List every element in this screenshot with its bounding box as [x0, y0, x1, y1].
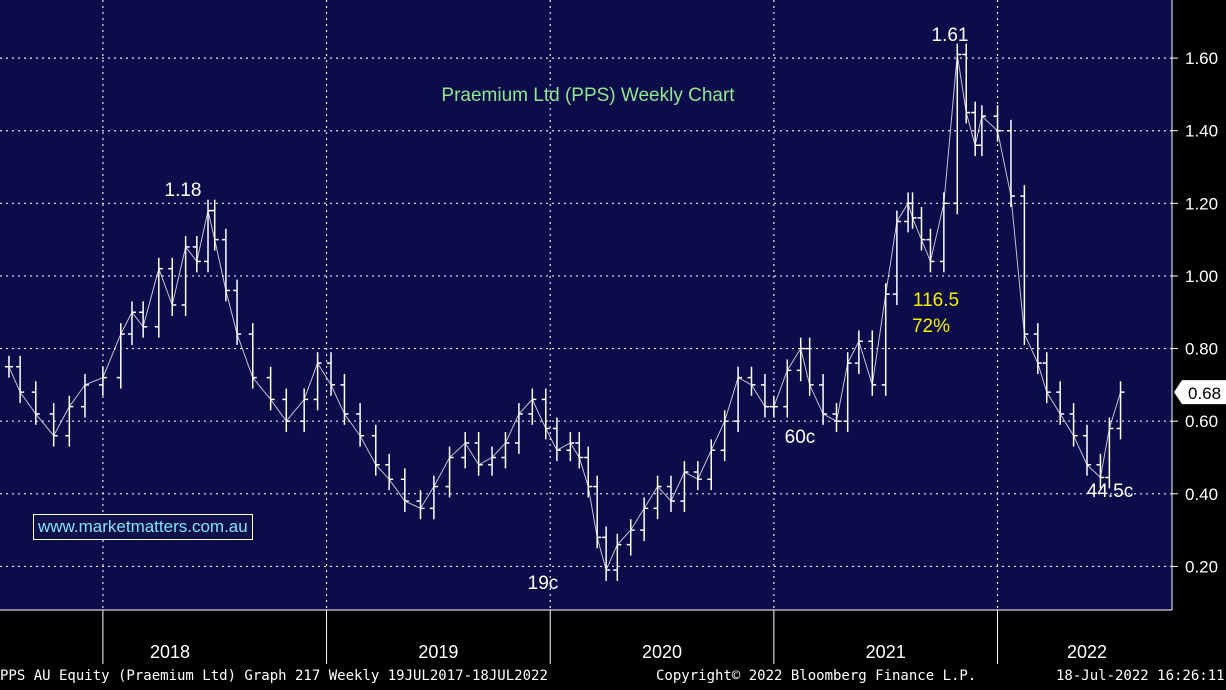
annotation-label: 1.18 — [165, 180, 202, 201]
y-tick-label: 1.40 — [1185, 122, 1218, 141]
y-tick-label: 1.20 — [1185, 194, 1218, 213]
x-tick-label: 2018 — [150, 642, 190, 662]
plot-background — [0, 0, 1172, 610]
x-axis-panel — [0, 610, 1226, 664]
x-tick-label: 2021 — [866, 642, 906, 662]
x-tick-label: 2020 — [642, 642, 682, 662]
y-tick-label: 1.00 — [1185, 267, 1218, 286]
y-tick-label: 0.40 — [1185, 485, 1218, 504]
x-tick-label: 2019 — [418, 642, 458, 662]
watermark-url[interactable]: www.marketmatters.com.au — [33, 514, 253, 540]
price-series — [4, 43, 1125, 581]
y-tick-label: 0.60 — [1185, 412, 1218, 431]
price-line — [8, 54, 1122, 572]
current-price-label: 0.68 — [1188, 384, 1221, 403]
footer-copyright: Copyright© 2022 Bloomberg Finance L.P. — [656, 668, 977, 684]
chart-title: Praemium Ltd (PPS) Weekly Chart — [441, 85, 735, 106]
y-tick-label: 0.20 — [1185, 557, 1218, 576]
annotation-label: 44.5c — [1087, 481, 1133, 502]
current-price-tag — [1174, 380, 1226, 405]
annotation-label: 60c — [785, 427, 816, 448]
footer-timestamp: 18-Jul-2022 16:26:11 — [1056, 668, 1225, 684]
y-tick-label: 1.60 — [1185, 49, 1218, 68]
footer-security: PPS AU Equity (Praemium Ltd) Graph 217 W… — [0, 668, 548, 684]
annotation-label: 1.61 — [932, 25, 969, 46]
y-axis-panel — [1172, 0, 1226, 664]
x-tick-label: 2022 — [1067, 642, 1107, 662]
annotation-label: 19c — [528, 573, 559, 594]
y-tick-label: 0.80 — [1185, 340, 1218, 359]
footer-bar: PPS AU Equity (Praemium Ltd) Graph 217 W… — [0, 664, 1226, 690]
annotation-label: 116.5 — [913, 290, 959, 311]
annotation-label: 72% — [912, 316, 950, 337]
